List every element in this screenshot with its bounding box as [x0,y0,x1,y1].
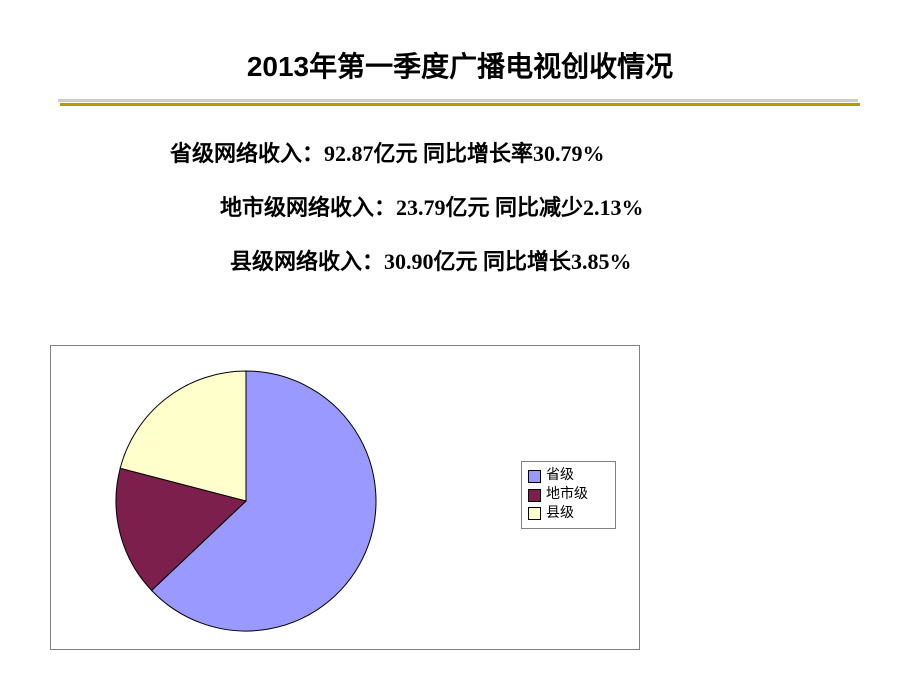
legend-swatch-2 [528,507,541,520]
summary-line-1: 地市级网络收入：23.79亿元 同比减少2.13% [220,190,920,222]
slide: 2013年第一季度广播电视创收情况 省级网络收入：92.87亿元 同比增长率30… [0,0,920,690]
legend-label-0: 省级 [546,468,574,485]
legend-swatch-0 [528,470,541,483]
summary-text-block: 省级网络收入：92.87亿元 同比增长率30.79% 地市级网络收入：23.79亿… [0,136,920,276]
legend-label-1: 地市级 [546,487,588,504]
legend-row-2: 县级 [528,506,609,523]
summary-line-2: 县级网络收入：30.90亿元 同比增长3.85% [230,244,920,276]
chart-legend: 省级地市级县级 [521,461,616,529]
underline-main [60,103,860,106]
legend-swatch-1 [528,489,541,502]
legend-row-1: 地市级 [528,487,609,504]
title-underline [60,103,860,106]
legend-label-2: 县级 [546,506,574,523]
pie-chart-area: 省级地市级县级 [50,345,640,650]
summary-line-0: 省级网络收入：92.87亿元 同比增长率30.79% [170,136,920,168]
slide-title: 2013年第一季度广播电视创收情况 [0,45,920,85]
legend-row-0: 省级 [528,468,609,485]
underline-shadow [58,99,858,102]
